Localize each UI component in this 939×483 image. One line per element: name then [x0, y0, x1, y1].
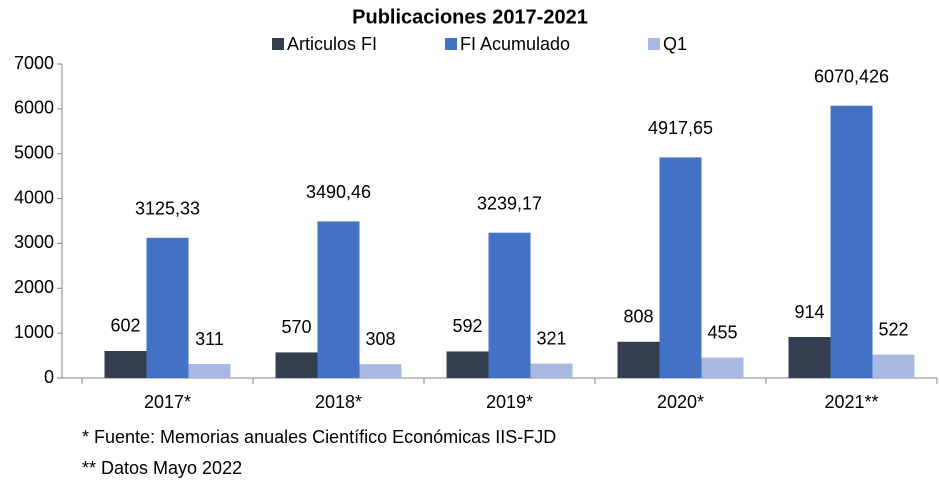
data-label: 602: [110, 316, 140, 336]
footnote: * Fuente: Memorias anuales Científico Ec…: [82, 427, 556, 447]
legend-label: FI Acumulado: [460, 34, 570, 54]
data-label: 3239,17: [477, 193, 542, 213]
bar: [275, 352, 318, 378]
legend-label: Q1: [663, 34, 687, 54]
bar: [188, 364, 231, 378]
bar: [317, 221, 360, 378]
bar: [104, 350, 147, 378]
data-label: 4917,65: [648, 118, 713, 138]
data-label: 808: [623, 307, 653, 327]
bar: [488, 232, 531, 378]
data-label: 455: [707, 322, 737, 342]
bar: [530, 363, 573, 378]
bar: [617, 341, 660, 378]
legend-label: Articulos FI: [287, 34, 377, 54]
legend-swatch: [272, 38, 284, 50]
data-label: 914: [794, 302, 824, 322]
x-tick-label: 2021**: [824, 392, 878, 412]
bar: [146, 237, 189, 378]
y-tick-label: 3000: [14, 232, 54, 252]
data-label: 592: [452, 316, 482, 336]
data-label: 522: [878, 319, 908, 339]
legend-swatch: [445, 38, 457, 50]
y-tick-label: 7000: [14, 53, 54, 73]
bar: [788, 337, 831, 378]
legend-swatch: [648, 38, 660, 50]
chart-title: Publicaciones 2017-2021: [352, 6, 588, 28]
data-label: 311: [195, 329, 224, 349]
data-label: 308: [365, 329, 395, 349]
bar: [446, 351, 489, 378]
footnote: ** Datos Mayo 2022: [82, 458, 242, 478]
x-tick-label: 2019*: [486, 392, 533, 412]
data-label: 321: [536, 328, 566, 348]
y-tick-label: 4000: [14, 187, 54, 207]
y-tick-label: 0: [44, 367, 54, 387]
data-label: 3125,33: [135, 199, 200, 219]
x-tick-label: 2018*: [315, 392, 362, 412]
y-tick-label: 1000: [14, 322, 54, 342]
y-tick-label: 2000: [14, 277, 54, 297]
data-label: 6070,426: [814, 66, 889, 86]
bar: [659, 157, 702, 378]
data-label: 3490,46: [306, 182, 371, 202]
data-label: 570: [281, 317, 311, 337]
y-tick-label: 5000: [14, 142, 54, 162]
x-tick-label: 2020*: [657, 392, 704, 412]
x-tick-label: 2017*: [144, 392, 191, 412]
y-tick-label: 6000: [14, 98, 54, 118]
bar: [830, 105, 873, 379]
bar: [359, 364, 402, 378]
bar: [872, 354, 915, 378]
bar: [701, 357, 744, 378]
